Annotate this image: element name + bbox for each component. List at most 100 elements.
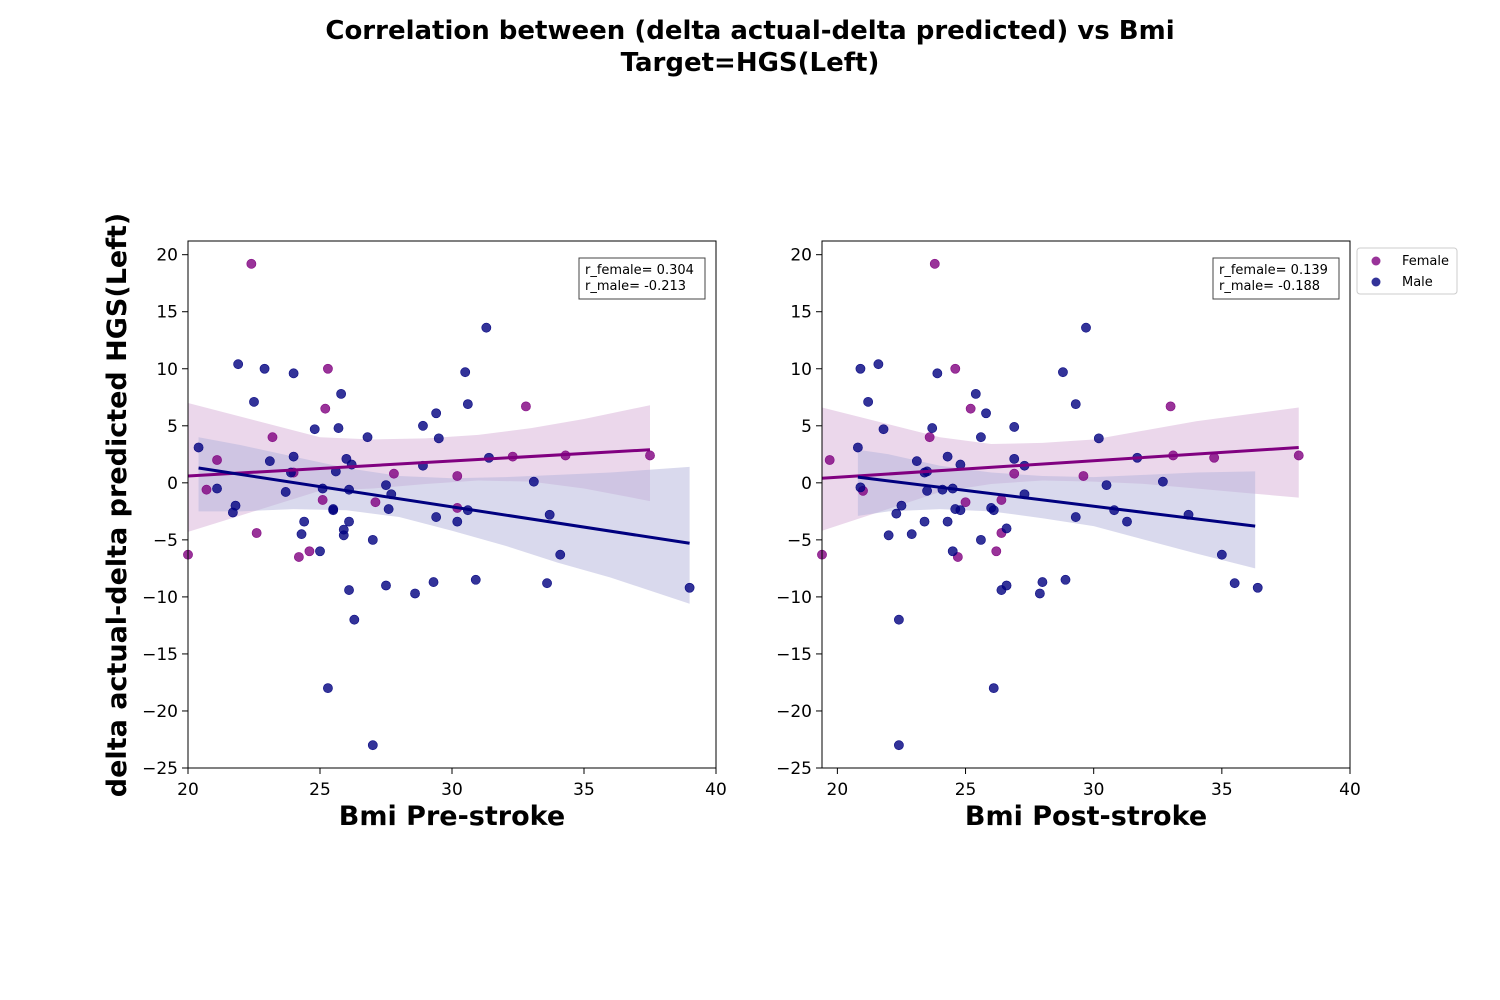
male-data-point [555, 549, 566, 560]
female-data-point [929, 258, 940, 269]
male-data-point [470, 574, 481, 585]
chart-subtitle: Target=HGS(Left) [620, 48, 880, 78]
y-tick-label: −15 [776, 645, 812, 665]
female-data-point [1293, 450, 1304, 461]
y-tick-label: −5 [787, 531, 812, 551]
male-data-point [288, 451, 299, 462]
female-regression-line [187, 448, 651, 478]
male-data-point [1093, 433, 1104, 444]
male-data-point [452, 516, 463, 527]
x-tick-label: 20 [177, 780, 199, 800]
female-confidence-band [822, 407, 1299, 531]
y-tick-label: −15 [142, 645, 178, 665]
female-data-point [452, 471, 463, 481]
y-tick-label: −10 [142, 588, 178, 608]
female-regression-line [821, 445, 1299, 480]
male-data-point [1037, 577, 1048, 587]
male-data-point [878, 424, 889, 435]
male-data-point [893, 740, 904, 751]
male-data-point [863, 396, 874, 407]
y-tick-label: 5 [801, 417, 812, 437]
legend: Female Male [1356, 247, 1458, 295]
male-data-point [259, 363, 270, 374]
male-data-point [1009, 453, 1020, 464]
male-data-point [942, 451, 953, 462]
x-tick-label: 35 [573, 780, 595, 800]
male-data-point [1009, 422, 1020, 432]
female-data-point [991, 546, 1002, 557]
male-data-point [431, 512, 442, 522]
x-tick-label: 40 [705, 780, 727, 800]
female-data-point [924, 432, 935, 443]
male-data-point [873, 359, 884, 370]
male-confidence-band [198, 437, 690, 604]
male-data-point [383, 504, 394, 514]
male-data-point [1001, 523, 1012, 534]
female-data-point [212, 455, 222, 465]
male-data-point [927, 423, 938, 433]
male-data-point [309, 424, 320, 435]
correlation-box [1212, 257, 1340, 300]
y-tick-label: −20 [142, 702, 178, 722]
male-data-point [1252, 582, 1263, 593]
male-regression-line [857, 475, 1256, 528]
male-data-point [338, 530, 349, 541]
y-tick-label: 10 [790, 360, 812, 380]
male-data-point [299, 516, 310, 527]
male-data-point [333, 423, 344, 433]
male-data-point [684, 582, 695, 593]
r-male-annotation: r_male= -0.213 [585, 279, 686, 294]
male-data-point [1060, 574, 1071, 585]
male-data-point [988, 505, 999, 516]
x-tick-label: 25 [309, 780, 331, 800]
male-data-point [1122, 516, 1132, 527]
male-data-point [1070, 512, 1081, 522]
legend-frame [1356, 247, 1458, 295]
x-tick-label: 30 [441, 780, 463, 800]
male-data-point [233, 359, 244, 370]
male-data-point [460, 367, 471, 378]
legend-marker-male [1371, 277, 1381, 287]
male-data-point [528, 476, 539, 487]
female-data-point [965, 403, 976, 414]
male-data-point [462, 399, 473, 410]
female-data-point [1165, 401, 1176, 412]
x-axis-label: Bmi Pre-stroke [339, 801, 565, 832]
male-data-point [922, 485, 932, 496]
y-tick-label: 20 [790, 246, 812, 266]
male-data-point [542, 578, 552, 589]
male-data-point [212, 483, 222, 494]
male-data-point [976, 432, 986, 443]
male-data-point [942, 516, 953, 527]
male-data-point [381, 480, 391, 491]
male-data-point [906, 529, 917, 540]
female-data-point [824, 455, 835, 465]
female-data-point [370, 497, 381, 508]
r-female-annotation: r_female= 0.304 [585, 263, 694, 278]
male-data-point [1001, 580, 1012, 591]
male-data-point [349, 614, 360, 625]
female-data-point [645, 450, 655, 461]
male-data-point [544, 509, 555, 520]
male-data-point [976, 534, 986, 545]
x-tick-label: 35 [1211, 780, 1233, 800]
y-tick-label: 15 [156, 303, 178, 323]
x-axis-label: Bmi Post-stroke [965, 801, 1207, 832]
male-regression-line [198, 466, 690, 545]
male-data-point [1229, 578, 1240, 589]
female-data-point [323, 363, 333, 374]
y-tick-label: 20 [156, 246, 178, 266]
male-data-point [988, 683, 999, 694]
female-data-point [251, 528, 262, 538]
y-tick-label: 5 [167, 417, 178, 437]
correlation-box [578, 257, 706, 300]
male-data-point [433, 433, 444, 444]
female-data-point [304, 546, 315, 557]
y-tick-label: 15 [790, 303, 812, 323]
male-data-point [367, 740, 378, 751]
female-data-point [317, 495, 328, 505]
male-data-point [230, 500, 241, 511]
male-data-point [1058, 367, 1068, 378]
legend-label-male: Male [1402, 275, 1433, 290]
male-data-point [893, 614, 904, 625]
